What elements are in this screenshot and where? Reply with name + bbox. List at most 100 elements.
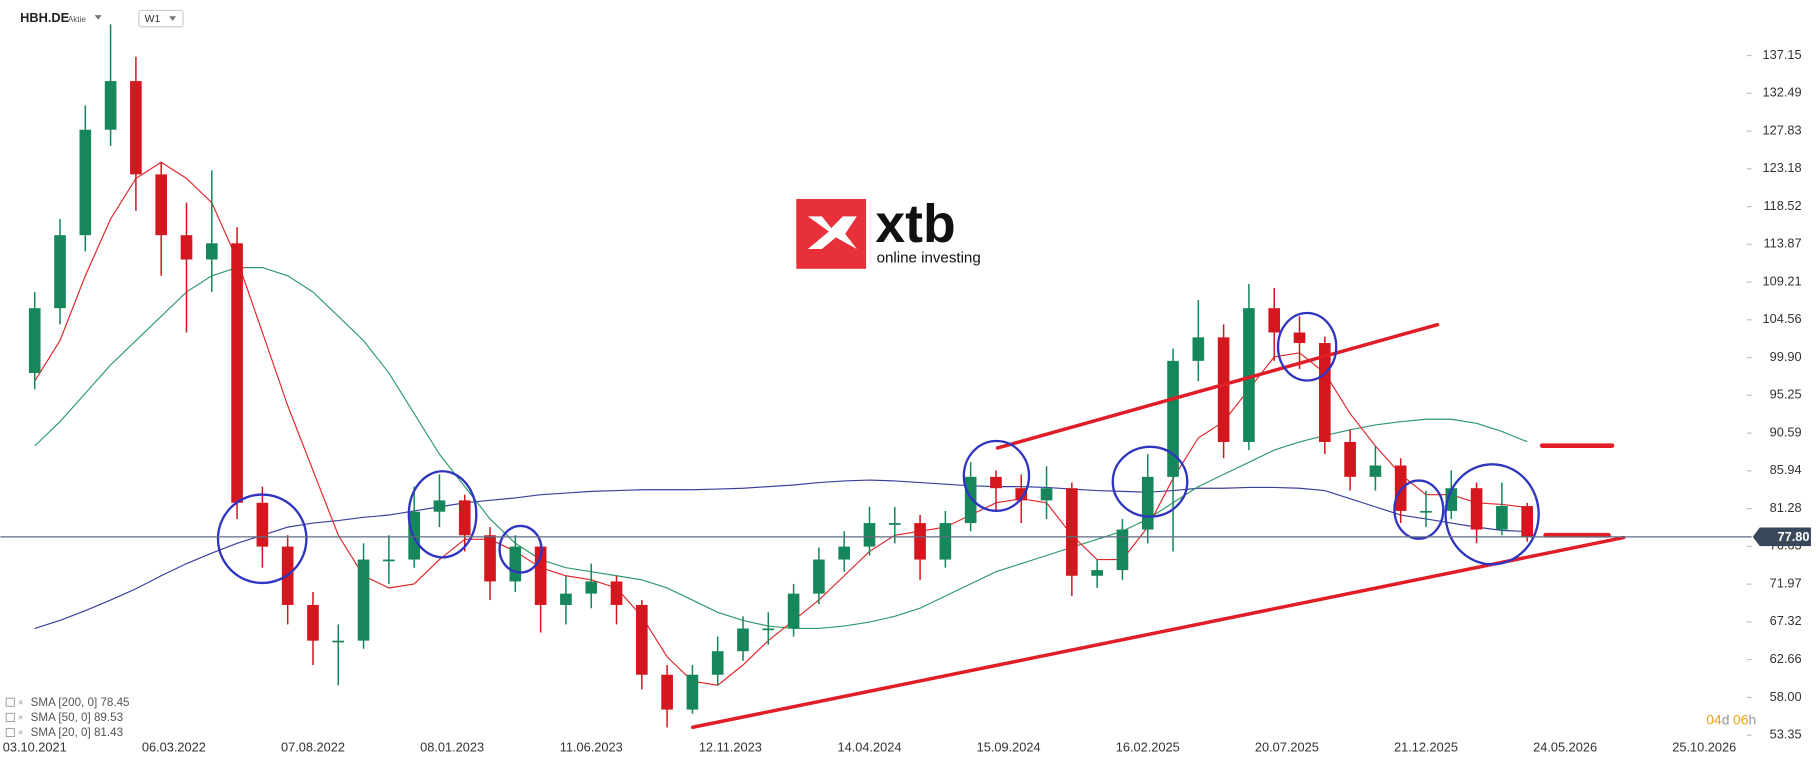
sma-line — [34, 267, 1528, 630]
candle-body — [686, 674, 699, 710]
candle-body — [509, 546, 522, 582]
x-tick-label: 25.10.2026 — [1672, 740, 1736, 755]
legend-icon-x: × — [18, 728, 23, 738]
header: HBH.DE Aktie W1 — [20, 9, 184, 28]
candle-body — [28, 308, 41, 374]
highlight-circle — [1276, 311, 1338, 382]
legend-icon-x: × — [18, 697, 23, 707]
x-tick-label: 15.09.2024 — [977, 740, 1041, 755]
candle-body — [357, 559, 370, 641]
y-tick-label: 137.15 — [1763, 47, 1802, 62]
x-tick-label: 07.08.2022 — [281, 740, 345, 755]
y-tick-label: 67.32 — [1770, 613, 1802, 628]
candle-body — [990, 476, 1002, 489]
x-tick-label: 12.11.2023 — [699, 740, 762, 755]
last-price-label: 77.80 — [1778, 529, 1810, 544]
candle-body — [1369, 465, 1382, 477]
candle-body — [1445, 488, 1458, 511]
candle-body — [888, 523, 901, 525]
legend-entry: SMA [50, 0] 89.53 — [31, 711, 123, 724]
candle-body — [1192, 337, 1205, 361]
highlight-circle — [216, 493, 308, 585]
x-tick-label: 16.02.2025 — [1116, 740, 1180, 755]
candle-body — [1344, 441, 1356, 477]
legend-entry: SMA [20, 0] 81.43 — [31, 726, 123, 739]
candle-body — [1015, 488, 1028, 501]
logo-brand: xtb — [875, 195, 955, 254]
instrument-type: Aktie — [68, 15, 87, 24]
interval-dropdown — [169, 16, 177, 21]
symbol: HBH.DE — [20, 10, 69, 25]
y-tick-label: 118.52 — [1763, 198, 1801, 213]
y-tick-label: 58.00 — [1770, 689, 1802, 704]
countdown-hours: 06 — [1733, 711, 1749, 727]
last-price-tag — [1752, 527, 1811, 547]
candle-body — [307, 604, 319, 641]
candle-body — [1268, 308, 1281, 333]
x-tick-label: 03.10.2021 — [3, 740, 67, 755]
x-tick-label: 14.04.2024 — [837, 740, 901, 755]
y-tick-label: 113.87 — [1763, 236, 1801, 251]
candle-body — [205, 243, 218, 260]
candle-body — [661, 674, 673, 710]
y-tick-label: 123.18 — [1763, 160, 1802, 175]
candle-body — [79, 129, 92, 236]
interval: W1 — [145, 14, 161, 25]
highlight-circle — [407, 470, 478, 559]
candle-body — [762, 628, 775, 631]
symbol-dropdown[interactable] — [94, 15, 102, 20]
countdown: 04d 06h — [1706, 711, 1756, 727]
candle-body — [1318, 343, 1331, 442]
candle-body — [180, 235, 193, 260]
legend-icon — [5, 727, 15, 738]
y-tick-label: 85.94 — [1770, 462, 1802, 477]
y-tick-label: 71.97 — [1770, 576, 1802, 591]
candle-body — [231, 243, 243, 503]
candle-body — [737, 628, 749, 652]
candle-body — [914, 523, 926, 560]
highlight-circle — [1393, 479, 1445, 540]
logo-tagline: online investing — [877, 249, 981, 266]
candle-body — [458, 500, 471, 536]
legend-icon — [5, 697, 15, 707]
candle-body — [534, 546, 547, 605]
highlight-circle — [498, 524, 543, 574]
interval-select[interactable] — [138, 9, 184, 28]
y-tick-label: 53.35 — [1770, 727, 1802, 742]
candle-body — [1496, 506, 1508, 530]
candle-body — [332, 640, 345, 643]
candle-body — [1167, 360, 1179, 477]
x-tick-label: 08.01.2023 — [420, 740, 484, 755]
candle-body — [1293, 332, 1306, 344]
candle-body — [787, 593, 800, 629]
countdown-days: 04 — [1706, 711, 1722, 727]
candle-body — [1470, 488, 1483, 530]
y-tick-label: 132.49 — [1763, 85, 1802, 100]
trend-line — [690, 535, 1626, 730]
legend: × SMA [200, 0] 78.45 × SMA [50, 0] 89.53 × SM… — [5, 696, 130, 739]
candle-body — [939, 523, 952, 560]
candle-body — [863, 523, 876, 547]
highlight-circle — [962, 439, 1031, 512]
y-tick-label: 104.56 — [1763, 311, 1802, 326]
candle-body — [1116, 529, 1129, 571]
candle-body — [1243, 308, 1255, 442]
x-tick-label: 21.12.2025 — [1394, 740, 1458, 755]
candle-body — [1141, 476, 1154, 530]
candle-body — [54, 235, 66, 309]
trend-line — [995, 322, 1440, 450]
y-tick-label: 90.59 — [1770, 425, 1802, 440]
candle-body — [155, 174, 168, 236]
candle-body — [1091, 570, 1103, 576]
candle-body — [433, 500, 446, 512]
y-tick-label: 81.28 — [1770, 500, 1802, 515]
legend-entry: SMA [200, 0] 78.45 — [31, 696, 130, 709]
countdown-hour-unit: h — [1749, 711, 1757, 727]
countdown-day-unit: d — [1722, 711, 1730, 727]
candle-body — [838, 546, 851, 560]
candle-body — [610, 581, 623, 605]
annotations — [216, 311, 1626, 730]
candle-body — [1420, 510, 1432, 513]
